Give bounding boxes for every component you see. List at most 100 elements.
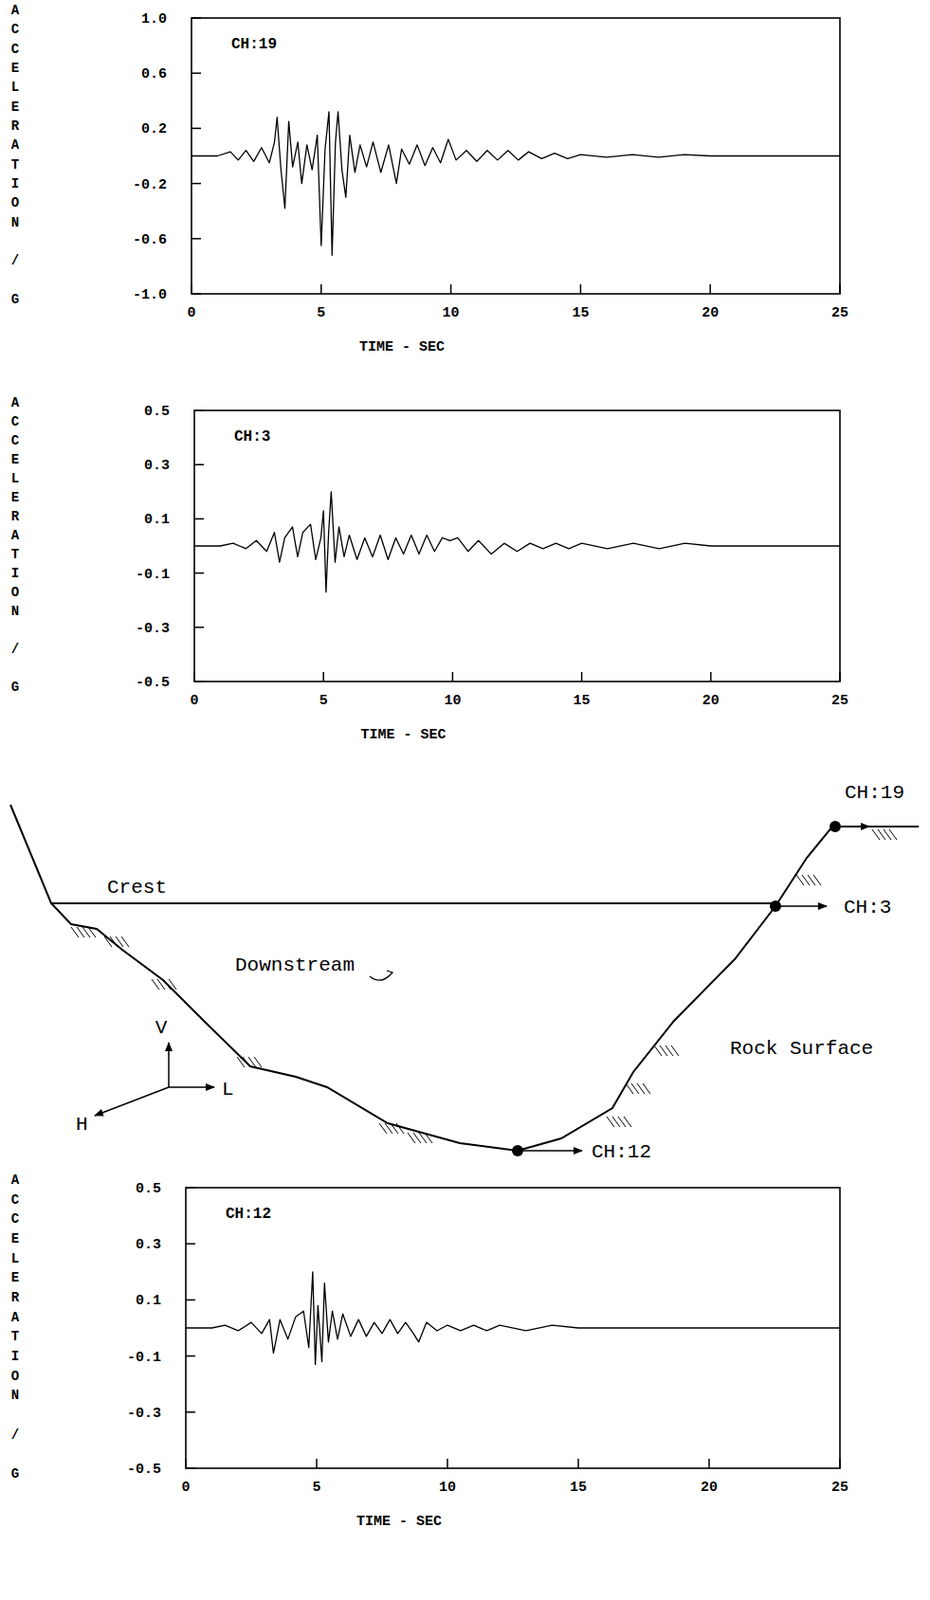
y-tick (191, 72, 201, 74)
y-axis-title-char: A (11, 2, 20, 19)
y-axis-title-char: C (11, 1192, 20, 1208)
y-axis-title: ACCELERATION / G (11, 395, 20, 695)
x-tick-label: 10 (442, 305, 460, 322)
x-tick-label: 0 (181, 1479, 190, 1496)
station-label: CH:12 (591, 1141, 652, 1164)
y-axis-title-char: E (11, 99, 19, 115)
y-tick (191, 182, 201, 185)
y-tick-label: -0.1 (135, 566, 170, 584)
y-tick-label: -0.3 (135, 620, 170, 638)
axis-v-label: V (155, 1017, 168, 1040)
acceleration-trace (194, 492, 840, 593)
canyon-diagram: CrestDownstreamRock SurfaceVLHCH:19CH:3C… (10, 782, 919, 1164)
y-tick-label: -0.2 (132, 177, 167, 194)
y-axis-title-char: N (11, 603, 19, 620)
y-tick-label: 0.5 (144, 403, 170, 420)
y-axis-title-char: A (11, 1310, 20, 1326)
y-axis-title-char: E (11, 1231, 19, 1247)
rock-hatch (671, 1045, 679, 1057)
y-axis-title-char: C (11, 1211, 20, 1227)
y-tick (185, 1299, 196, 1302)
x-tick-label: 0 (189, 692, 199, 710)
y-tick (191, 237, 201, 240)
rock-hatch (121, 936, 129, 948)
y-axis-title-char: R (11, 509, 20, 525)
crest-line (51, 902, 776, 905)
y-tick-label: 0.1 (135, 1293, 162, 1310)
x-tick (709, 284, 712, 294)
rock-hatch (889, 829, 897, 840)
y-tick (185, 1242, 196, 1245)
plot-frame (194, 410, 840, 682)
y-tick-label: 0.6 (141, 66, 167, 83)
plot-frame (191, 18, 840, 294)
axis-v-arrow (167, 1042, 170, 1088)
x-axis-title: TIME - SEC (359, 339, 445, 356)
chart-panel: -1.0-0.6-0.20.20.61.00510152025CH:19TIME… (11, 2, 849, 356)
y-tick-label: -1.0 (132, 287, 167, 304)
x-tick (320, 284, 323, 294)
y-axis-title-char: R (11, 118, 20, 134)
station-label: CH:3 (843, 896, 892, 919)
x-tick (710, 672, 712, 682)
y-tick (185, 1355, 196, 1358)
downstream-label: Downstream (235, 954, 355, 977)
y-axis-title-char: / (11, 641, 19, 657)
plot-frame (185, 1187, 840, 1469)
y-axis-title-char (11, 1407, 19, 1423)
x-tick-label: 5 (319, 692, 329, 710)
rock-surface-label: Rock Surface (729, 1038, 874, 1060)
y-axis-title-char: L (11, 79, 19, 95)
axis-l-arrow (168, 1086, 215, 1089)
x-tick-label: 20 (702, 692, 720, 710)
y-tick-label: 0.5 (135, 1181, 162, 1198)
y-axis-title-char: T (11, 1329, 19, 1345)
y-tick (194, 626, 204, 629)
rock-hatch (396, 1123, 404, 1134)
trace-group (185, 1272, 840, 1366)
y-axis-title-char: N (11, 1387, 19, 1404)
x-axis-title: TIME - SEC (360, 727, 446, 744)
x-tick-label: 25 (831, 692, 849, 710)
chart-panel: -0.5-0.3-0.10.10.30.50510152025CH:12TIME… (11, 1172, 849, 1531)
y-axis-title-char: / (11, 253, 19, 269)
flow-arrow (369, 970, 393, 981)
x-tick (446, 1458, 449, 1469)
y-tick-label: -0.6 (132, 232, 167, 249)
y-axis-title-char: C (11, 41, 20, 57)
trace-group (191, 111, 840, 256)
crest-label: Crest (107, 876, 167, 899)
y-axis-title-char: T (11, 547, 19, 563)
y-axis-title-char: G (11, 291, 19, 308)
y-axis-title-char: / (11, 1427, 19, 1443)
trace-group (194, 492, 840, 593)
y-tick-label: 0.1 (144, 511, 170, 529)
rock-hatch (424, 1132, 433, 1144)
chart-panel: -0.5-0.3-0.10.10.30.50510152025CH:3TIME … (11, 395, 849, 744)
rock-hatch (813, 875, 821, 886)
rock-hatch (642, 1083, 651, 1095)
y-axis-title-char: E (11, 1270, 19, 1286)
y-axis-title-char: E (11, 452, 19, 468)
y-axis-title-char: R (11, 1290, 20, 1306)
x-axis-title: TIME - SEC (356, 1513, 442, 1531)
panel-title: CH:3 (234, 428, 271, 446)
y-tick-label: -0.3 (127, 1405, 162, 1423)
rock-hatch (254, 1057, 262, 1068)
y-axis-title-char: C (11, 414, 20, 430)
x-tick-label: 10 (438, 1479, 456, 1496)
x-tick (580, 284, 583, 294)
x-tick-label: 15 (569, 1479, 587, 1496)
y-tick (191, 127, 201, 130)
y-axis-title-char (11, 234, 19, 250)
acceleration-trace (191, 111, 840, 256)
y-axis-title-char: E (11, 60, 19, 76)
x-tick (708, 1458, 711, 1469)
y-axis-title-char: C (11, 433, 20, 449)
y-tick-label: 0.3 (135, 1237, 162, 1254)
x-tick (450, 284, 453, 294)
y-axis-title-char (11, 273, 19, 289)
y-tick (194, 518, 204, 521)
y-axis-title-char (11, 1446, 19, 1462)
station-label: CH:19 (844, 782, 905, 804)
